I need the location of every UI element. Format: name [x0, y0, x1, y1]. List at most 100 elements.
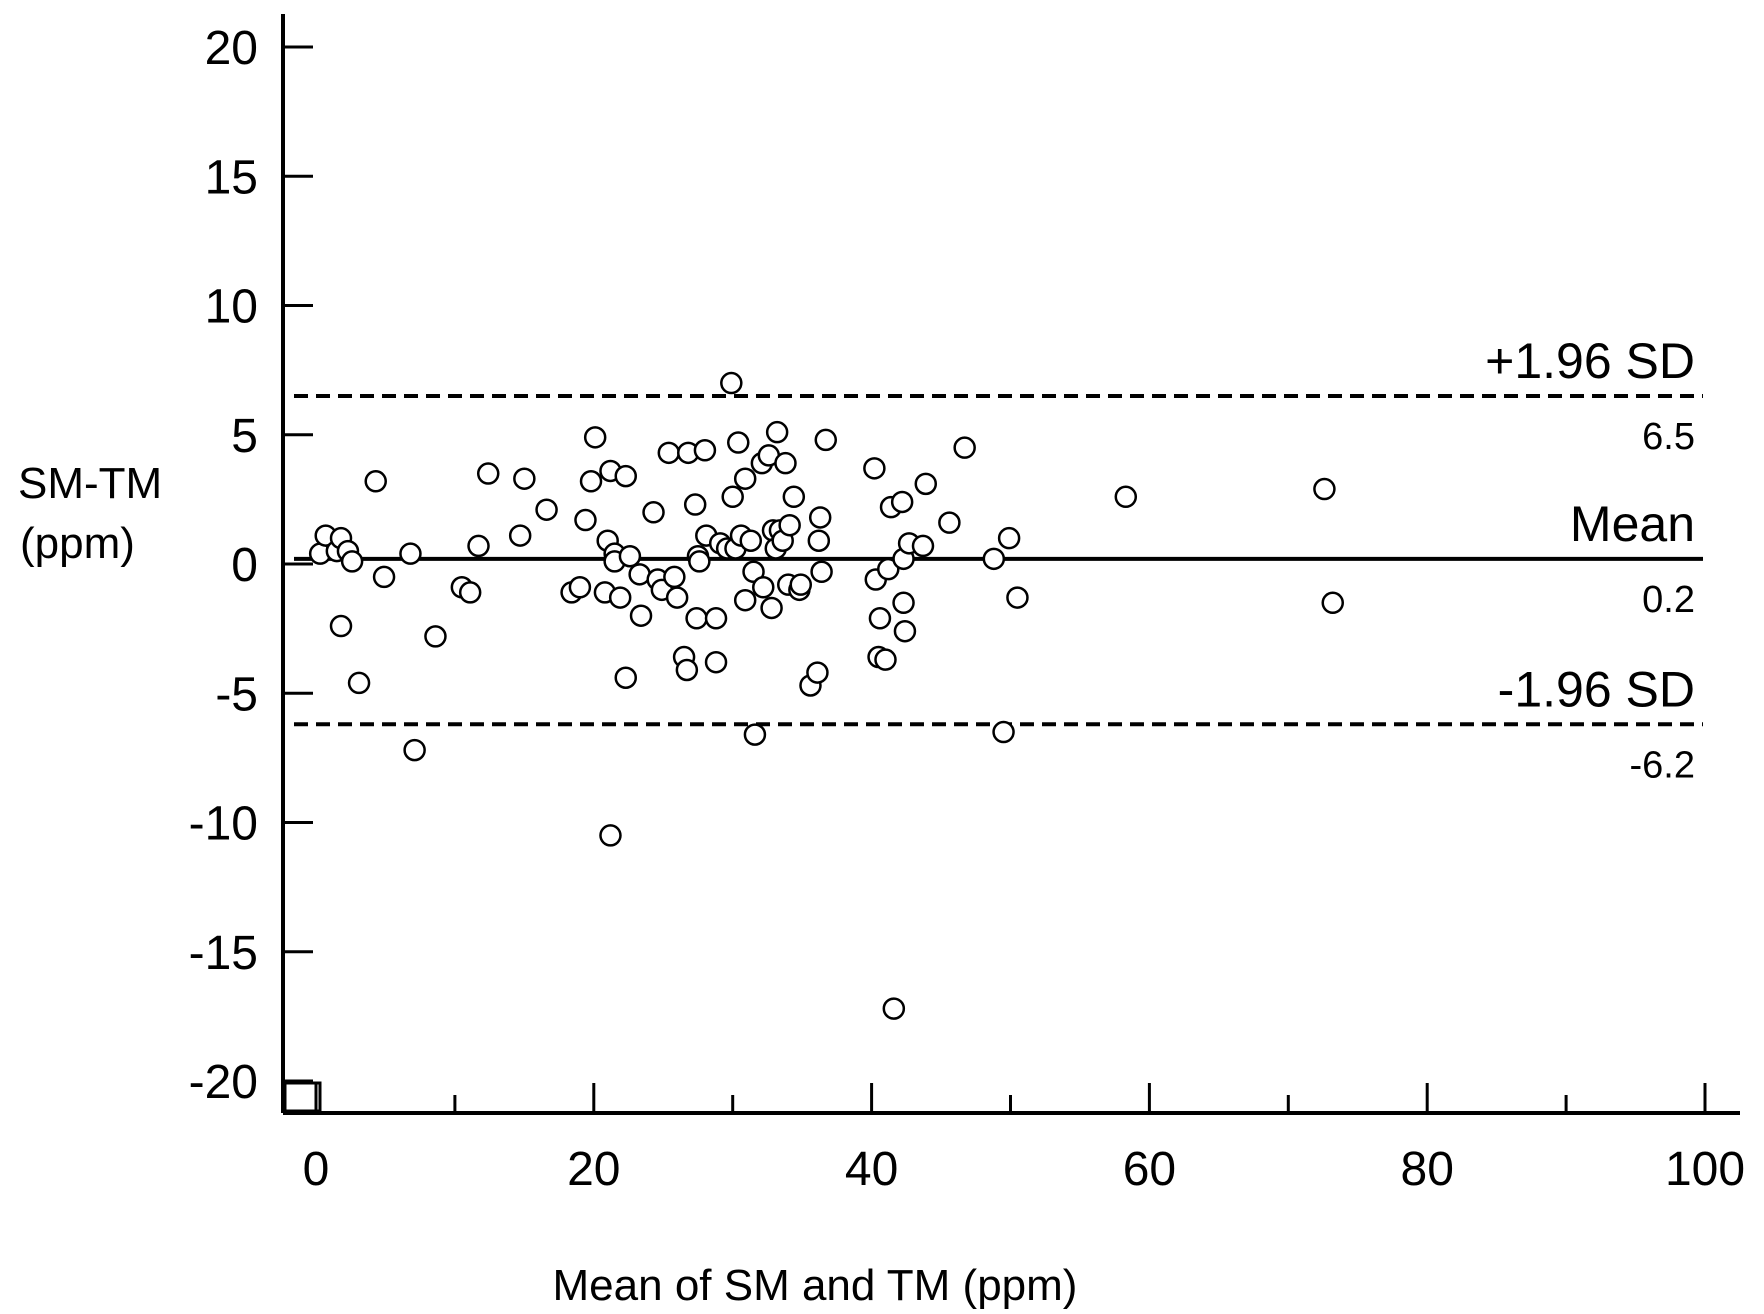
data-point	[884, 999, 904, 1019]
data-point	[955, 438, 975, 458]
data-point	[735, 590, 755, 610]
data-point	[478, 464, 498, 484]
data-point	[939, 513, 959, 533]
data-point	[469, 536, 489, 556]
x-tick-label: 80	[1401, 1143, 1454, 1196]
data-point	[728, 433, 748, 453]
data-point	[585, 427, 605, 447]
y-axis-label-line1: SM-TM	[18, 459, 162, 508]
data-point	[816, 430, 836, 450]
data-point	[689, 551, 709, 571]
data-point	[600, 825, 620, 845]
data-point	[745, 725, 765, 745]
data-point	[721, 373, 741, 393]
data-points	[310, 373, 1343, 1019]
data-point	[460, 582, 480, 602]
reference-line-name: Mean	[1570, 496, 1695, 552]
data-point	[677, 660, 697, 680]
data-point	[916, 474, 936, 494]
data-point	[984, 549, 1004, 569]
data-point	[762, 598, 782, 618]
data-point	[1007, 588, 1027, 608]
y-tick-label: 20	[205, 22, 258, 75]
data-point	[331, 616, 351, 636]
y-axis-label-line2: (ppm)	[20, 519, 135, 568]
data-point	[767, 422, 787, 442]
data-point	[775, 453, 795, 473]
data-point	[581, 471, 601, 491]
data-point	[875, 650, 895, 670]
data-point	[741, 531, 761, 551]
y-tick-label: -10	[189, 798, 258, 851]
data-point	[1116, 487, 1136, 507]
x-tick-label: 20	[567, 1143, 620, 1196]
data-point	[895, 621, 915, 641]
data-point	[664, 567, 684, 587]
data-point	[807, 663, 827, 683]
data-point	[706, 652, 726, 672]
chart-labels: SM-TM (ppm) Mean of SM and TM (ppm)	[18, 459, 1077, 1310]
data-point	[892, 492, 912, 512]
data-point	[999, 528, 1019, 548]
x-tick-label: 60	[1123, 1143, 1176, 1196]
data-point	[1314, 479, 1334, 499]
reference-line-value: 0.2	[1642, 579, 1695, 621]
y-tick-label: -15	[189, 927, 258, 980]
data-point	[810, 507, 830, 527]
data-point	[735, 469, 755, 489]
y-tick-label: -5	[215, 668, 258, 721]
x-tick-label: 0	[303, 1143, 330, 1196]
data-point	[894, 593, 914, 613]
y-tick-label: -20	[189, 1056, 258, 1109]
data-point	[644, 502, 664, 522]
data-point	[870, 608, 890, 628]
data-point	[1323, 593, 1343, 613]
data-point	[753, 577, 773, 597]
data-point	[784, 487, 804, 507]
data-point	[349, 673, 369, 693]
y-tick-label: 15	[205, 151, 258, 204]
data-point	[723, 487, 743, 507]
data-point	[514, 469, 534, 489]
x-tick-label: 40	[845, 1143, 898, 1196]
data-point	[706, 608, 726, 628]
reference-line-name: +1.96 SD	[1485, 333, 1695, 389]
reference-line-value: -6.2	[1630, 744, 1695, 786]
data-point	[659, 443, 679, 463]
data-point	[616, 668, 636, 688]
x-axis-label: Mean of SM and TM (ppm)	[553, 1261, 1078, 1310]
data-point	[631, 606, 651, 626]
data-point	[667, 588, 687, 608]
reference-line-value: 6.5	[1642, 416, 1695, 458]
data-point	[809, 531, 829, 551]
x-tick-label: 100	[1665, 1143, 1745, 1196]
data-point	[510, 526, 530, 546]
data-point	[685, 495, 705, 515]
data-point	[695, 440, 715, 460]
data-point	[620, 546, 640, 566]
y-tick-label: 5	[231, 410, 258, 463]
data-point	[791, 575, 811, 595]
data-point	[616, 466, 636, 486]
data-point	[374, 567, 394, 587]
data-point	[812, 562, 832, 582]
data-point	[687, 608, 707, 628]
data-point	[342, 551, 362, 571]
reference-line-name: -1.96 SD	[1498, 661, 1695, 717]
y-tick-label: 10	[205, 281, 258, 334]
data-point	[575, 510, 595, 530]
data-point	[610, 588, 630, 608]
data-point	[425, 626, 445, 646]
axes: 20 15 10 5 0 -5 -10 -15 -20 0 20 40 60 80 100	[189, 14, 1745, 1196]
data-point	[864, 458, 884, 478]
data-point	[570, 577, 590, 597]
data-point	[994, 722, 1014, 742]
data-point	[366, 471, 386, 491]
data-point	[400, 544, 420, 564]
data-point	[913, 536, 933, 556]
data-point	[780, 515, 800, 535]
data-point	[537, 500, 557, 520]
data-point	[405, 740, 425, 760]
y-tick-label: 0	[231, 539, 258, 592]
